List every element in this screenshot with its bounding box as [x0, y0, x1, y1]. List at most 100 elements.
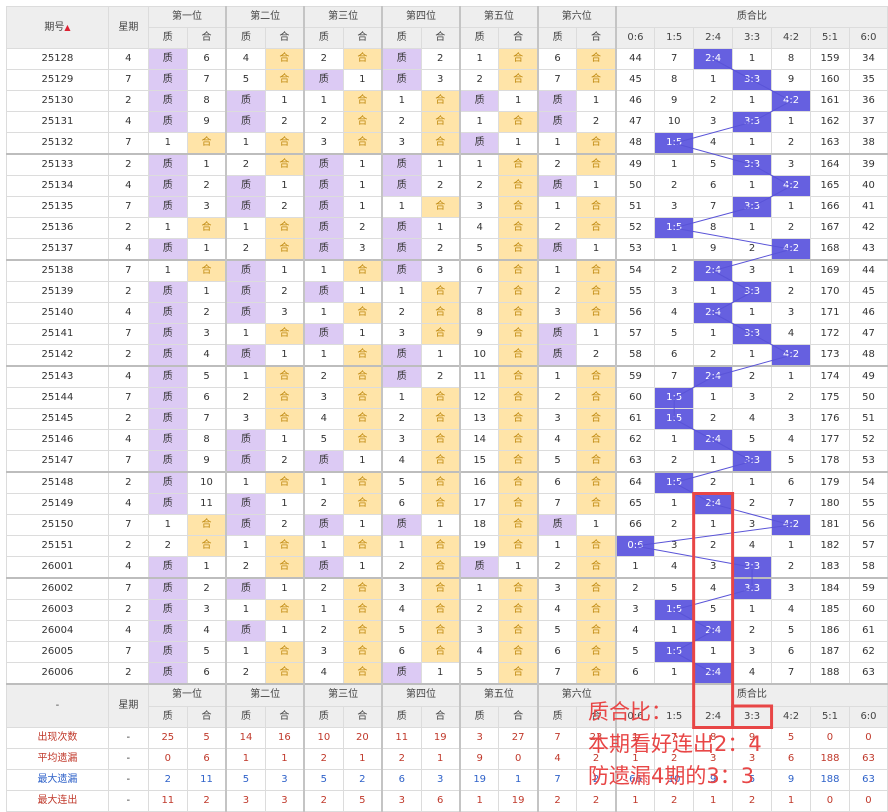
- ratio-miss-cell: 62: [614, 429, 656, 451]
- he-cell: 合: [342, 620, 383, 642]
- miss-cell: 2: [264, 196, 305, 218]
- miss-cell: 1: [186, 153, 227, 176]
- zhi-cell: 质: [381, 344, 422, 367]
- he-cell: 合: [420, 196, 461, 218]
- issue-header[interactable]: 期号▲: [6, 6, 109, 49]
- he-cell: 合: [264, 408, 305, 430]
- stat-value: 3: [458, 727, 500, 749]
- zhi-cell: 质: [303, 238, 344, 261]
- zhi-cell: 质: [147, 471, 188, 494]
- ratio-miss-cell: 55: [614, 281, 656, 303]
- he-subheader: 合: [576, 27, 617, 49]
- miss-cell: 16: [458, 471, 500, 494]
- weekday-cell: 4: [107, 429, 149, 451]
- zhi-cell: 质: [147, 493, 188, 515]
- miss-cell: 1: [420, 344, 461, 367]
- ratio-miss-cell: 2: [771, 217, 812, 239]
- issue-cell: 25138: [6, 259, 109, 282]
- he-cell: 合: [342, 111, 383, 133]
- issue-cell: 25140: [6, 302, 109, 324]
- ratio-miss-cell: 2: [732, 493, 773, 515]
- miss-cell: 1: [381, 387, 422, 409]
- ratio-miss-cell: 34: [848, 48, 888, 70]
- table-row: 25144 7 质 6 2 合 3 合 1 合 12 合 2 合 60 1:5 1 3 2 175 50: [6, 387, 888, 409]
- miss-cell: 8: [186, 90, 227, 112]
- table-row: 26003 2 质 3 1 合 1 合 4 合 2 合 4 合 3 1:5 5 1 4 185 60: [6, 599, 888, 621]
- miss-cell: 2: [147, 535, 188, 557]
- miss-cell: 2: [303, 620, 344, 642]
- miss-cell: 10: [458, 344, 500, 367]
- he-cell: 合: [264, 599, 305, 621]
- ratio-miss-cell: 53: [848, 450, 888, 473]
- stat-value: 6: [771, 748, 812, 770]
- stat-dash: -: [107, 769, 149, 791]
- weekday-cell: 7: [107, 259, 149, 282]
- miss-cell: 1: [381, 281, 422, 303]
- ratio-hit-cell: 4:2: [771, 90, 812, 112]
- he-cell: 合: [342, 387, 383, 409]
- miss-cell: 1: [225, 641, 266, 663]
- miss-cell: 3: [420, 259, 461, 282]
- stat-value: 6: [186, 748, 227, 770]
- position-header: 第四位: [381, 683, 461, 707]
- ratio-miss-cell: 179: [810, 471, 850, 494]
- position-header: 第二位: [225, 683, 305, 707]
- stat-value: 11: [186, 769, 227, 791]
- ratio-miss-cell: 4: [732, 662, 773, 685]
- miss-cell: 1: [225, 471, 266, 494]
- miss-cell: 2: [420, 238, 461, 261]
- miss-cell: 1: [225, 323, 266, 345]
- he-cell: 合: [420, 302, 461, 324]
- ratio-miss-cell: 5: [654, 323, 695, 345]
- stat-value: 3: [264, 790, 305, 812]
- zhi-cell: 质: [381, 175, 422, 197]
- he-cell: 合: [576, 599, 617, 621]
- ratio-miss-cell: 159: [810, 48, 850, 70]
- ratio-miss-cell: 165: [810, 175, 850, 197]
- ratio-subheader: 2:4: [693, 27, 734, 49]
- stat-value: 2: [536, 790, 578, 812]
- ratio-miss-cell: 50: [848, 387, 888, 409]
- miss-cell: 6: [381, 493, 422, 515]
- miss-cell: 2: [264, 450, 305, 473]
- ratio-subheader: 4:2: [771, 705, 812, 728]
- ratio-miss-cell: 164: [810, 153, 850, 176]
- issue-cell: 25130: [6, 90, 109, 112]
- zhi-subheader: 质: [147, 27, 188, 49]
- he-subheader: 合: [342, 27, 383, 49]
- ratio-miss-cell: 180: [810, 493, 850, 515]
- weekday-cell: 2: [107, 535, 149, 557]
- ratio-miss-cell: 3: [693, 111, 734, 133]
- ratio-hit-cell: 2:4: [693, 662, 734, 685]
- ratio-subheader: 6:0: [848, 27, 888, 49]
- ratio-miss-cell: 3: [771, 153, 812, 176]
- issue-cell: 25135: [6, 196, 109, 218]
- he-cell: 合: [498, 323, 539, 345]
- he-cell: 合: [264, 69, 305, 91]
- ratio-miss-cell: 2: [732, 238, 773, 261]
- miss-cell: 1: [264, 429, 305, 451]
- zhi-cell: 质: [147, 577, 188, 600]
- table-row: 26005 7 质 5 1 合 3 合 6 合 4 合 6 合 5 1:5 1 3 6 187 62: [6, 641, 888, 663]
- miss-cell: 1: [381, 196, 422, 218]
- he-cell: 合: [576, 493, 617, 515]
- miss-cell: 3: [381, 429, 422, 451]
- miss-cell: 1: [264, 493, 305, 515]
- ratio-miss-cell: 173: [810, 344, 850, 367]
- he-cell: 合: [264, 387, 305, 409]
- ratio-miss-cell: 1: [693, 450, 734, 473]
- ratio-miss-cell: 2: [693, 90, 734, 112]
- ratio-miss-cell: 7: [654, 365, 695, 388]
- stat-value: 5: [225, 769, 266, 791]
- miss-cell: 2: [225, 153, 266, 176]
- sort-up-icon[interactable]: ▲: [64, 22, 71, 32]
- ratio-hit-cell: 1:5: [654, 387, 695, 409]
- miss-cell: 3: [458, 196, 500, 218]
- stat-value: 6: [420, 790, 461, 812]
- miss-cell: 9: [458, 323, 500, 345]
- ratio-miss-cell: 3: [732, 641, 773, 663]
- he-cell: 合: [186, 217, 227, 239]
- ratio-miss-cell: 9: [693, 238, 734, 261]
- zhi-subheader: 质: [381, 27, 422, 49]
- zhi-cell: 质: [225, 111, 266, 133]
